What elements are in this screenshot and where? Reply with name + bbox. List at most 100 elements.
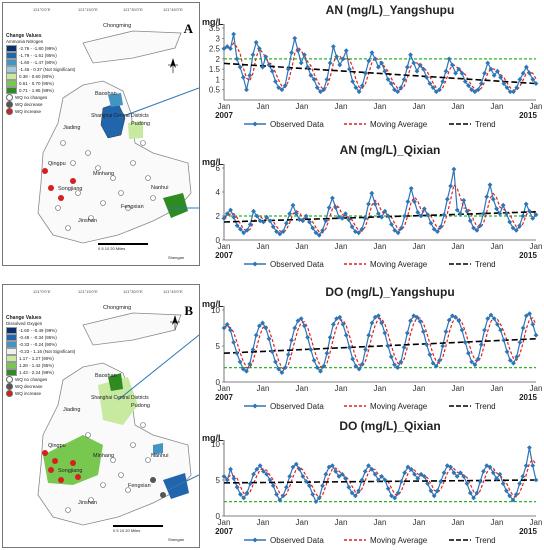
legend-swatch	[6, 369, 17, 376]
x-tick-label: Jan	[218, 242, 231, 251]
observed-point	[292, 325, 298, 331]
observed-point	[405, 464, 411, 470]
moving-average-line	[223, 183, 537, 234]
x-tick-label: Jan	[374, 518, 387, 527]
observed-point	[466, 350, 471, 356]
x-tick-label: Jan	[374, 384, 387, 393]
legend-item: -1.46 - 0.37 (Not Significant)	[6, 66, 78, 73]
observed-point	[237, 64, 243, 70]
legend-item: -1.60 - -0.49 (99%)	[6, 327, 78, 334]
observed-point	[504, 488, 509, 494]
y-axis-label: mg/L	[202, 299, 224, 309]
observed-point	[228, 327, 233, 333]
legend-point-symbol	[6, 383, 13, 390]
observed-point	[330, 44, 336, 49]
observed-point	[469, 359, 475, 365]
chart-title: DO (mg/L)_Qixian	[339, 419, 440, 433]
observed-point	[347, 345, 352, 350]
observed-point	[369, 190, 375, 196]
observed-point	[392, 228, 398, 233]
observed-point	[337, 62, 343, 68]
legend-point-item: WQ increase	[6, 108, 78, 115]
observed-point	[404, 64, 410, 70]
observed-point	[234, 484, 240, 490]
legend-item: 1.28 - 1.42 (95%)	[6, 362, 78, 369]
observed-point	[343, 476, 348, 481]
observed-point	[485, 316, 491, 322]
observed-point	[421, 206, 427, 212]
x-tick-label: Jan	[296, 384, 309, 393]
label-chongming: Chongming	[103, 23, 132, 29]
observed-point	[228, 466, 233, 472]
x-end-year: 2015	[519, 111, 537, 120]
observed-point	[477, 479, 483, 484]
observed-point	[379, 214, 385, 220]
observed-point	[449, 62, 455, 68]
observed-point	[231, 214, 237, 220]
observed-point	[504, 349, 510, 355]
observed-point	[498, 327, 504, 333]
observed-point	[392, 87, 397, 93]
y-tick-label: 5	[216, 476, 221, 485]
observed-point	[433, 363, 439, 369]
observed-point	[244, 490, 250, 496]
legend-swatch	[6, 362, 17, 369]
observed-point	[385, 213, 391, 219]
observed-point	[533, 332, 539, 338]
observed-point	[329, 195, 335, 201]
observed-point	[404, 330, 410, 336]
increase-sites	[42, 168, 76, 201]
legend-label: 0.38 - 0.60 (90%)	[19, 73, 54, 79]
observed-point	[441, 212, 447, 218]
observed-point	[527, 445, 532, 450]
legend-label: Observed Data	[270, 402, 324, 411]
observed-point	[277, 497, 283, 503]
chart-title: AN (mg/L)_Qixian	[340, 143, 441, 157]
observed-point	[433, 89, 439, 95]
legend-swatch	[6, 73, 17, 80]
observed-point	[263, 54, 269, 60]
label-songjiang: Songjiang	[58, 468, 83, 474]
observed-point	[461, 474, 467, 479]
chongming-island	[82, 30, 182, 64]
observed-point	[298, 316, 304, 322]
observed-point	[298, 60, 304, 66]
observed-point	[530, 463, 536, 468]
observed-point	[234, 350, 240, 356]
observed-point	[369, 320, 375, 326]
observed-point	[382, 477, 388, 483]
observed-point	[382, 68, 388, 74]
observed-point	[276, 85, 282, 91]
x-start-year: 2007	[215, 251, 233, 260]
observed-point	[352, 229, 358, 234]
x-tick-label: Jan	[530, 384, 543, 393]
observed-point	[395, 365, 401, 370]
y-tick-label: 3.5	[209, 24, 221, 33]
observed-point	[402, 470, 408, 476]
label-pudong: Pudong	[131, 403, 150, 409]
observed-point	[290, 202, 296, 208]
label-chongming: Chongming	[103, 305, 132, 311]
legend-item: 0.71 - 1.95 (99%)	[6, 87, 78, 94]
observed-point	[438, 224, 444, 230]
observed-point	[472, 362, 478, 368]
observed-point	[366, 332, 372, 338]
observed-point	[398, 85, 404, 91]
legend-marker	[252, 537, 258, 543]
observed-point	[303, 479, 309, 484]
arrow-to-yangshupu-an	[117, 87, 199, 119]
legend-subtitle: Dissolved Oxygen	[6, 321, 43, 326]
legend-label: WQ no changes	[15, 376, 48, 382]
observed-point	[456, 318, 462, 324]
observed-point	[323, 218, 329, 224]
observed-point	[318, 368, 323, 374]
observed-point	[273, 359, 278, 365]
observed-point	[369, 466, 375, 472]
observed-point	[356, 366, 362, 372]
legend-label: -0.33 - -0.24 (90%)	[19, 341, 57, 347]
observed-point	[500, 202, 506, 208]
observed-point	[527, 70, 532, 76]
observed-point	[224, 322, 230, 327]
observed-point	[454, 474, 460, 479]
observed-point	[491, 316, 497, 322]
